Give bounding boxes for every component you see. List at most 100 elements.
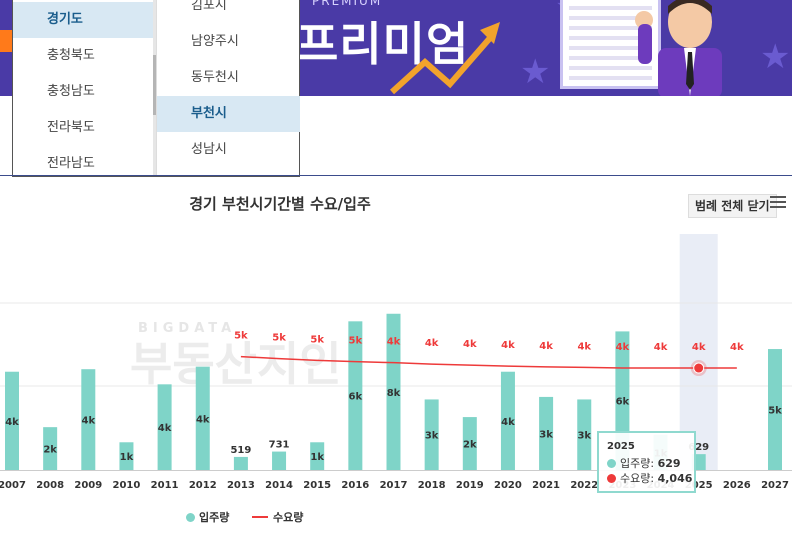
x-tick-label: 2019 (456, 480, 484, 491)
bar-data-label: 4k (5, 417, 19, 428)
province-label: 경기도 (47, 12, 83, 27)
city-label: 동두천시 (191, 70, 239, 85)
x-tick-label: 2027 (761, 480, 789, 491)
section-divider (0, 175, 792, 176)
hamburger-menu-icon[interactable] (770, 196, 786, 212)
x-tick-label: 2022 (570, 480, 598, 491)
presenter-illustration (635, 0, 722, 96)
legend-item-demand[interactable]: 수요량 (252, 509, 303, 525)
bar (119, 442, 134, 470)
tooltip-supply-label: 입주량: (620, 457, 655, 470)
chart-tooltip: 2025 입주량: 629 수요량: 4,046 (597, 431, 696, 493)
line-data-label: 5k (349, 336, 363, 347)
city-item[interactable]: 성남시 (157, 132, 300, 168)
province-scrollbar[interactable] (153, 0, 156, 176)
bar-data-label: 4k (81, 416, 95, 427)
line-data-label: 4k (616, 342, 630, 353)
tooltip-supply-value: 629 (657, 457, 681, 470)
demand-point (693, 362, 705, 374)
x-tick-label: 2012 (189, 480, 217, 491)
line-data-label: 5k (272, 333, 286, 344)
bar (348, 321, 363, 470)
line-data-label: 5k (310, 334, 324, 345)
bar (195, 366, 210, 470)
tooltip-demand-row: 수요량: 4,046 (607, 470, 692, 486)
banner-arrow-icon (389, 22, 500, 95)
city-label: 성남시 (191, 142, 227, 157)
city-label: 김포시 (191, 0, 227, 13)
legend-line-icon (252, 516, 268, 518)
city-label: 남양주시 (191, 34, 239, 49)
watermark-small: BIGDATA (138, 321, 236, 336)
city-label: 부천시 (191, 106, 227, 121)
x-tick-label: 2014 (265, 480, 293, 491)
bar-data-label: 4k (158, 423, 172, 434)
province-item[interactable]: 경기도 (13, 2, 153, 38)
province-item[interactable]: 전라남도 (13, 146, 153, 182)
province-label: 전라북도 (47, 120, 95, 135)
line-data-label: 4k (387, 337, 401, 348)
chart-title: 경기 부천시기간별 수요/입주 (189, 195, 371, 213)
city-item[interactable]: 부천시 (157, 96, 300, 132)
legend-label: 입주량 (199, 511, 230, 524)
legend-toggle-button[interactable]: 범례 전체 닫기 (688, 194, 777, 218)
province-label: 충청북도 (47, 48, 95, 63)
province-item[interactable]: 충청남도 (13, 74, 153, 110)
city-item[interactable]: 김포시 (157, 0, 300, 24)
province-label: 전라남도 (47, 156, 95, 171)
banner-subtitle: PREMIUM (312, 0, 383, 8)
line-data-label: 4k (692, 342, 706, 353)
scrollbar-thumb[interactable] (153, 55, 156, 115)
line-data-label: 4k (425, 338, 439, 349)
region-dropdown[interactable]: 경기도 충청북도 충청남도 전라북도 전라남도 김포시 남양주시 동두천시 부천… (12, 0, 300, 177)
bar-data-label: 629 (688, 442, 709, 453)
line-data-label: 4k (463, 339, 477, 350)
city-item[interactable]: 동두천시 (157, 60, 300, 96)
line-data-label: 4k (539, 341, 553, 352)
x-tick-label: 2020 (494, 480, 522, 491)
bar-data-label: 3k (425, 431, 439, 442)
line-data-label: 4k (730, 342, 744, 353)
province-item[interactable]: 전라북도 (13, 110, 153, 146)
banner-title: 프리미엄 (296, 17, 470, 71)
bar-data-label: 3k (577, 431, 591, 442)
city-item[interactable]: 남양주시 (157, 24, 300, 60)
bar (81, 369, 96, 470)
tooltip-year: 2025 (607, 441, 635, 452)
bar-data-label: 2k (463, 440, 477, 451)
bar (272, 451, 287, 470)
tooltip-demand-value: 4,046 (657, 472, 693, 485)
bar (577, 399, 592, 470)
watermark-large: 부동산지인 (130, 337, 342, 391)
x-tick-label: 2021 (532, 480, 560, 491)
bar-data-label: 8k (387, 388, 401, 399)
bar-data-label: 1k (310, 452, 324, 463)
bar (462, 417, 477, 470)
bar (233, 456, 248, 470)
tooltip-supply-row: 입주량: 629 (607, 455, 681, 471)
x-tick-label: 2013 (227, 480, 255, 491)
tooltip-demand-label: 수요량: (620, 472, 655, 485)
bar-data-label: 519 (230, 445, 251, 456)
bar (310, 442, 325, 470)
x-tick-label: 2018 (418, 480, 446, 491)
x-tick-label: 2011 (151, 480, 179, 491)
x-tick-label: 2026 (723, 480, 751, 491)
star-icon: ★ (520, 52, 551, 92)
x-tick-label: 2017 (380, 480, 408, 491)
highlight-band (679, 234, 718, 470)
bar-data-label: 1k (120, 452, 134, 463)
bar (386, 313, 401, 470)
bar (43, 427, 58, 470)
bar (157, 384, 172, 470)
bar-data-label: 6k (349, 392, 363, 403)
legend-label: 수요량 (273, 511, 304, 524)
province-item[interactable]: 충청북도 (13, 38, 153, 74)
city-list: 김포시 남양주시 동두천시 부천시 성남시 (156, 0, 300, 176)
bar-data-label: 4k (501, 417, 515, 428)
bar-data-label: 6k (616, 397, 630, 408)
demand-dot-icon (607, 474, 616, 483)
legend-item-supply[interactable]: 입주량 (186, 509, 229, 525)
line-data-label: 5k (234, 331, 248, 342)
bar-data-label: 5k (768, 406, 782, 417)
